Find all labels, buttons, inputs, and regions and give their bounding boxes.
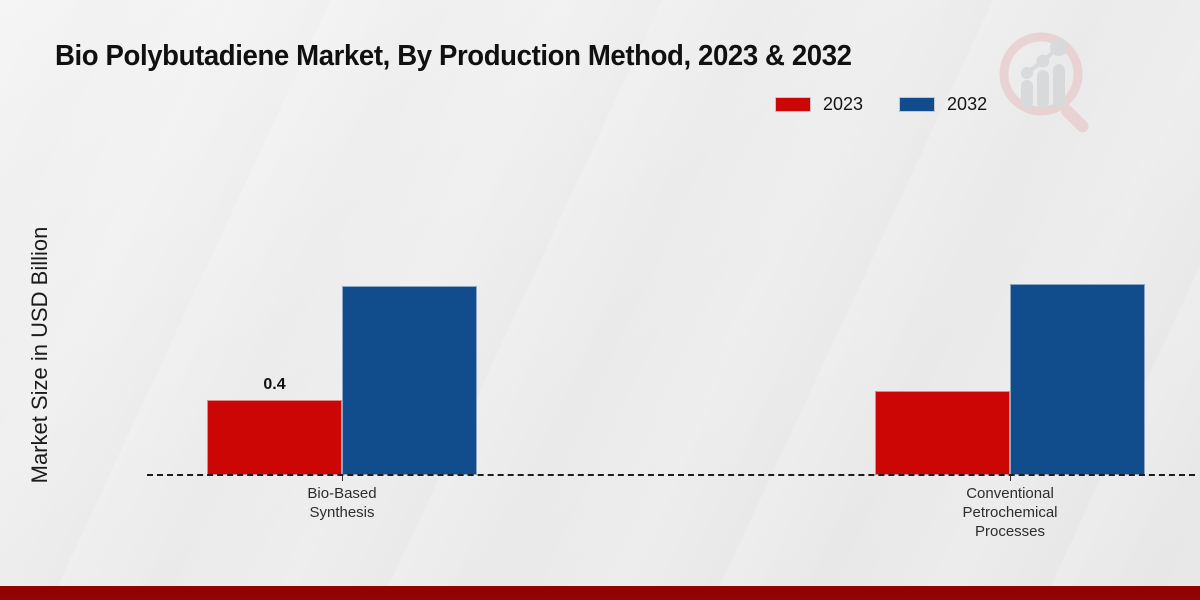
chart-title: Bio Polybutadiene Market, By Production … [55, 40, 852, 72]
bar-2032-bio-based-synthesis [342, 285, 477, 475]
x-axis-tick-bio-based-synthesis [342, 476, 343, 481]
bar-2023-conventional-petrochemical-processes [875, 390, 1010, 475]
x-axis-baseline [147, 474, 1195, 476]
bar-data-label-2023-bio-based-synthesis: 0.4 [263, 376, 286, 393]
category-label-bio-based-synthesis: Bio-Based Synthesis [307, 485, 377, 521]
legend-label-2023: 2023 [823, 94, 864, 114]
footer-accent-bar [0, 586, 1200, 600]
market-research-magnifier-logo [999, 32, 1089, 133]
legend-label-2032: 2032 [947, 94, 988, 114]
legend: 2023 2032 [775, 94, 987, 115]
legend-item-2023: 2023 [775, 94, 863, 115]
bar-2023-bio-based-synthesis [207, 400, 342, 475]
bar-2032-conventional-petrochemical-processes [1010, 283, 1145, 475]
legend-item-2032: 2032 [899, 94, 987, 115]
x-axis-tick-conventional-petrochemical-processes [1010, 476, 1011, 481]
legend-swatch-2032 [899, 97, 936, 112]
legend-swatch-2023 [775, 97, 811, 112]
category-label-conventional-petrochemical-processes: Conventional Petrochemical Processes [962, 485, 1058, 540]
